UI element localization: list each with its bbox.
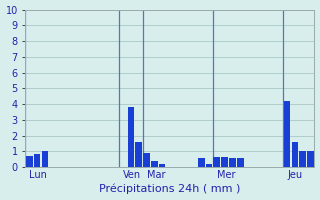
Bar: [34, 154, 41, 167]
Bar: [159, 164, 165, 167]
Bar: [229, 158, 236, 167]
Bar: [206, 164, 212, 167]
Bar: [237, 158, 244, 167]
Bar: [26, 156, 33, 167]
Bar: [128, 107, 134, 167]
Bar: [151, 161, 158, 167]
Bar: [42, 151, 48, 167]
Bar: [292, 142, 298, 167]
Bar: [135, 142, 142, 167]
Bar: [284, 101, 291, 167]
Bar: [307, 151, 314, 167]
Bar: [143, 153, 150, 167]
Bar: [198, 158, 204, 167]
Bar: [213, 157, 220, 167]
Bar: [300, 151, 306, 167]
X-axis label: Précipitations 24h ( mm ): Précipitations 24h ( mm ): [99, 184, 241, 194]
Bar: [221, 157, 228, 167]
